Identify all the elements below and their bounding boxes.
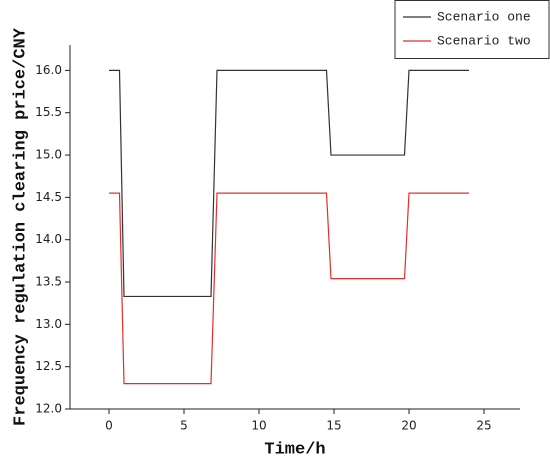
y-tick-label: 13.5	[35, 275, 62, 289]
x-tick-label: 25	[476, 419, 491, 433]
y-tick-label: 14.5	[35, 190, 62, 204]
x-tick-label: 5	[180, 419, 188, 433]
y-tick-label: 14.0	[35, 232, 62, 246]
x-tick-label: 15	[326, 419, 341, 433]
legend-label: Scenario one	[437, 9, 531, 24]
y-tick-label: 12.5	[35, 359, 62, 373]
y-tick-label: 12.0	[35, 402, 62, 416]
series-line	[109, 192, 469, 385]
x-tick-label: 20	[401, 419, 416, 433]
y-tick-label: 15.5	[35, 105, 62, 119]
legend-label: Scenario two	[437, 33, 531, 48]
x-tick-label: 0	[105, 419, 113, 433]
y-tick-label: 16.0	[35, 63, 62, 77]
legend-box	[394, 0, 550, 59]
series-line	[109, 69, 469, 298]
x-tick-label: 10	[251, 419, 266, 433]
y-tick-label: 15.0	[35, 148, 62, 162]
y-axis-title: Frequency regulation clearing price/CNY	[11, 27, 30, 426]
x-axis-title: Time/h	[264, 440, 325, 459]
y-tick-label: 13.0	[35, 317, 62, 331]
